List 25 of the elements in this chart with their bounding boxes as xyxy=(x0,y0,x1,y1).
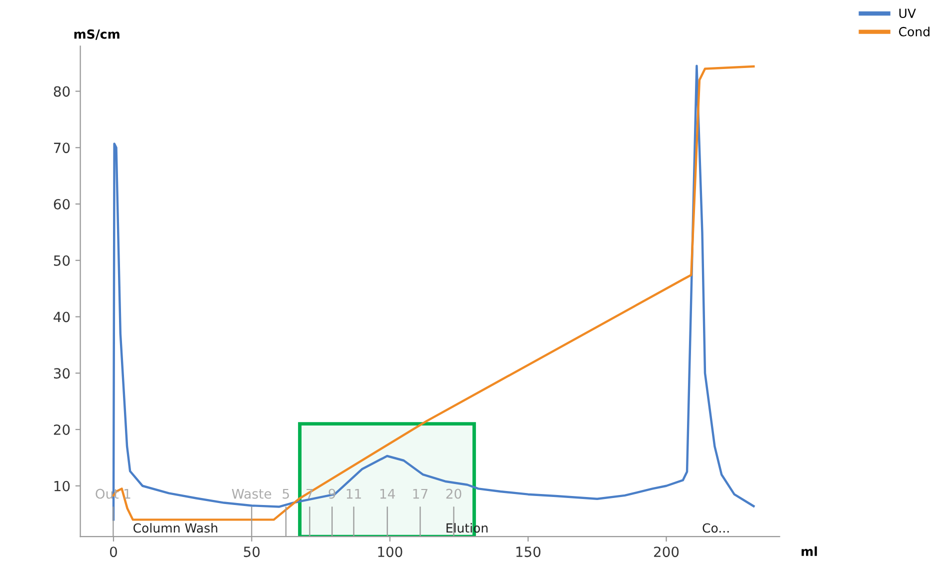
annotation: 17 xyxy=(413,488,428,499)
y-tick-label: 30 xyxy=(54,368,70,379)
x-tick-label: 100 xyxy=(378,546,402,558)
annotation: 20 xyxy=(446,488,462,499)
y-tick-label: 70 xyxy=(54,142,70,154)
x-tick-label: 0 xyxy=(110,546,117,558)
y-tick-label: 80 xyxy=(54,86,70,97)
x-tick-label: 150 xyxy=(516,546,540,558)
annotation: Co... xyxy=(702,523,729,533)
x-axis-title: ml xyxy=(802,546,817,556)
annotation: Waste xyxy=(232,488,272,499)
x-tick-label: 200 xyxy=(654,546,679,558)
y-tick-label: 20 xyxy=(54,424,70,435)
y-axis-title: mS/cm xyxy=(74,29,120,40)
annotation: 5 xyxy=(282,488,289,499)
annotation: Column Wash xyxy=(133,523,218,533)
y-tick-label: 60 xyxy=(54,198,70,210)
legend-label: Cond xyxy=(899,26,930,36)
y-tick-label: 40 xyxy=(54,312,70,322)
annotation: 14 xyxy=(380,488,395,499)
y-tick-label: 50 xyxy=(54,255,70,266)
y-tick-label: 10 xyxy=(54,480,70,492)
legend-label: UV xyxy=(899,8,916,18)
annotation: 11 xyxy=(346,488,361,499)
x-tick-label: 50 xyxy=(244,546,260,558)
